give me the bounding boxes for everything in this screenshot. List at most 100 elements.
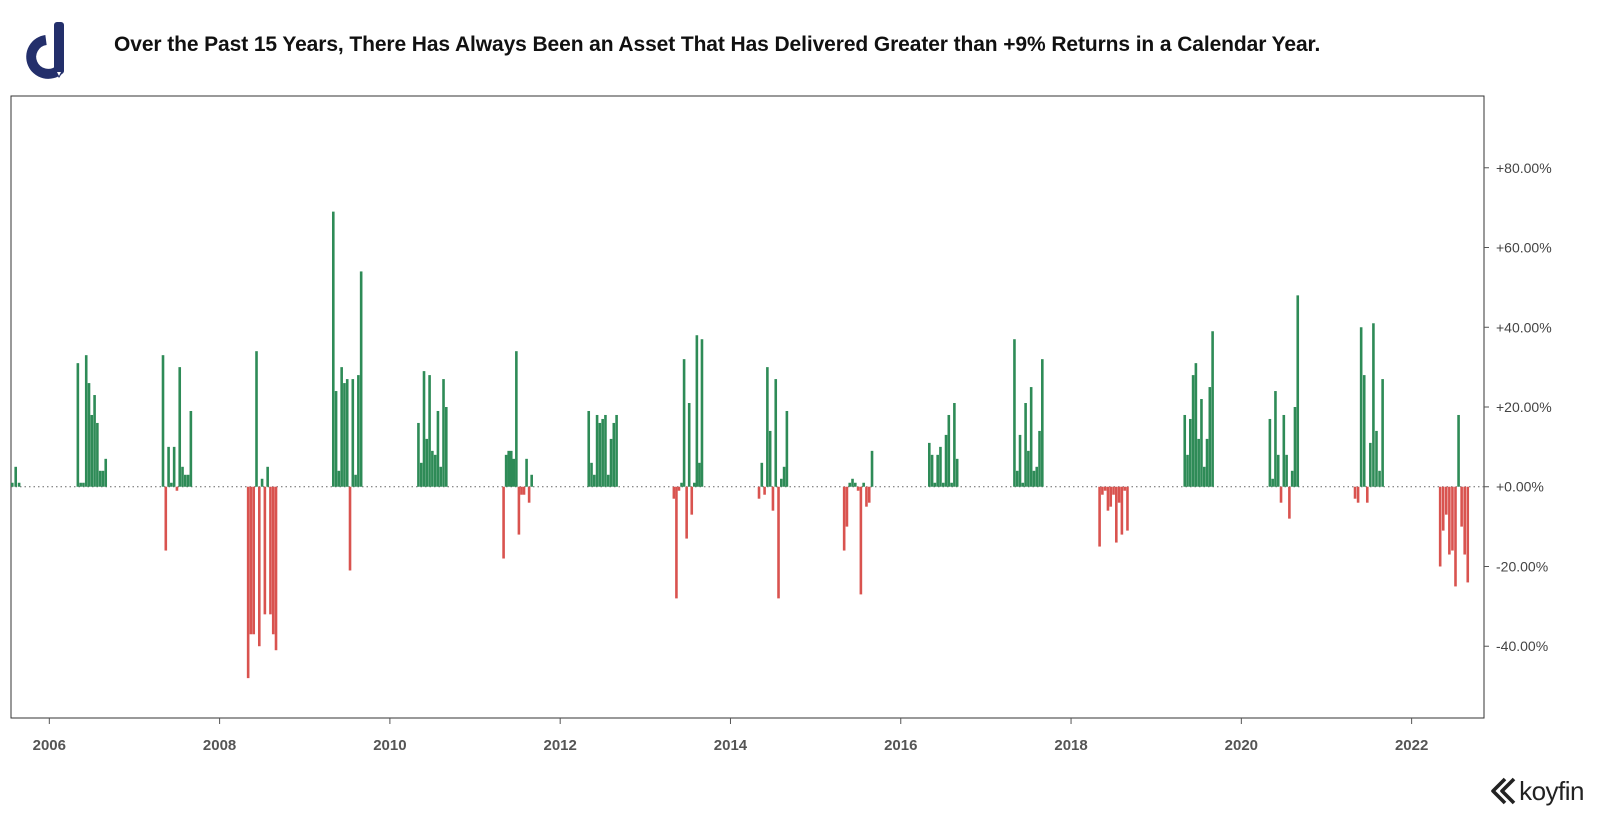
bar-2013-2: [675, 486, 678, 599]
bar-2009-6: [345, 379, 349, 487]
bar-2010-2: [419, 462, 423, 487]
bar-2011-3: [507, 450, 510, 487]
bar-2019-3: [1189, 418, 1192, 487]
bar-2019-5: [1194, 363, 1198, 487]
bar-2007-10: [186, 474, 190, 487]
bar-2012-9: [609, 438, 613, 487]
bar-2018-5: [1109, 486, 1113, 507]
bar-2016-8: [947, 414, 951, 487]
bar-2018-10: [1123, 486, 1126, 491]
bar-2012-3: [593, 474, 596, 487]
bar-2014-10: [782, 466, 786, 487]
bar-2010-4: [425, 438, 429, 487]
bar-2018-4: [1106, 486, 1110, 511]
bar-2012-4: [595, 414, 599, 487]
bar-2014-5: [768, 430, 772, 487]
bar-2018-8: [1117, 486, 1121, 503]
bar-2017-8: [1032, 470, 1036, 487]
bar-2013-10: [695, 335, 699, 487]
bar-2010-7: [433, 454, 437, 487]
bar-2020-4: [1276, 454, 1280, 487]
bar-2018-2: [1101, 486, 1104, 495]
bar-2010-9: [439, 466, 443, 487]
y-tick-label: +80.00%: [1496, 160, 1552, 176]
bar-2022-8: [1460, 486, 1463, 527]
d-pen-logo-icon: [20, 18, 80, 82]
x-tick-label: 2006: [33, 737, 66, 754]
bar-2014-7: [774, 379, 778, 487]
bar-2009-2: [334, 391, 338, 487]
bar-2017-7: [1029, 387, 1033, 487]
bars-group: [11, 211, 1470, 679]
bar-2015-11: [870, 450, 874, 487]
bar-2020-10: [1293, 407, 1297, 487]
bar-2016-7: [944, 434, 948, 487]
x-tick-label: 2018: [1054, 737, 1087, 754]
bar-2012-5: [598, 422, 602, 487]
bar-2010-5: [428, 375, 431, 487]
bar-2011-10: [525, 458, 528, 487]
bar-2008-11: [274, 486, 278, 651]
bar-2013-1: [672, 486, 676, 499]
bar-2012-2: [590, 462, 593, 487]
bar-2006-7: [93, 395, 96, 487]
bar-2015-9: [865, 486, 868, 507]
bar-2016-1: [928, 442, 931, 487]
bar-2008-2: [249, 486, 253, 635]
bar-2022-2: [1441, 486, 1445, 531]
bar-2011-8: [520, 486, 523, 495]
bar-2015-5: [854, 482, 857, 487]
bar-2006-2: [79, 482, 82, 487]
bar-2021-3: [1359, 327, 1363, 487]
bar-2019-8: [1202, 466, 1206, 487]
bar-2013-9: [693, 482, 696, 487]
x-tick-label: 2014: [714, 737, 748, 754]
bar-2010-11: [445, 407, 448, 487]
bar-2006-9: [98, 470, 102, 487]
plot-frame: [10, 95, 1485, 719]
bar-2018-6: [1112, 486, 1115, 495]
bar-2020-7: [1285, 454, 1288, 487]
bar-2014-9: [780, 478, 783, 487]
bar-2015-3: [848, 482, 852, 487]
bar-2006-3: [82, 482, 85, 487]
bar-2021-10: [1381, 379, 1384, 487]
y-tick-label: +40.00%: [1496, 319, 1552, 335]
bar-2008-7: [263, 486, 267, 615]
bar-2009-4: [340, 367, 343, 487]
bar-2019-10: [1208, 387, 1212, 487]
bar-2015-2: [845, 486, 849, 527]
bar-2017-11: [1041, 359, 1044, 487]
y-tick-label: +60.00%: [1496, 240, 1552, 256]
bar-2012-8: [606, 474, 610, 487]
bar-2019-1: [1183, 414, 1187, 487]
bar-2007-5: [172, 446, 176, 487]
bar-2013-12: [700, 339, 704, 487]
bar-2013-8: [690, 486, 694, 515]
bar-2019-9: [1205, 438, 1209, 487]
bar-2008-10: [271, 486, 275, 635]
bar-2021-9: [1378, 470, 1381, 487]
y-tick-label: +0.00%: [1496, 479, 1544, 495]
bar-2006-5: [87, 383, 91, 487]
bar-2020-8: [1288, 486, 1291, 519]
bar-2021-7: [1372, 323, 1375, 487]
bar-2017-5: [1024, 403, 1027, 487]
bar-2015-8: [862, 482, 865, 487]
bar-2010-3: [422, 371, 426, 487]
bar-2007-1: [161, 355, 165, 487]
bar-2022-5: [1451, 486, 1454, 551]
bar-2015-7: [859, 486, 863, 595]
bar-2014-2: [760, 462, 764, 487]
bar-2016-6: [941, 482, 945, 487]
bar-2013-6: [685, 486, 688, 539]
bar-2022-9: [1463, 486, 1466, 555]
bar-2022-10: [1466, 486, 1470, 583]
bar-2007-4: [170, 482, 173, 487]
bar-2007-2: [164, 486, 168, 551]
bar-2020-9: [1290, 470, 1294, 487]
bar-2022-3: [1445, 486, 1448, 515]
bar-2006-8: [96, 422, 99, 487]
bar-2013-3: [677, 486, 681, 491]
bar-2009-11: [359, 271, 363, 487]
